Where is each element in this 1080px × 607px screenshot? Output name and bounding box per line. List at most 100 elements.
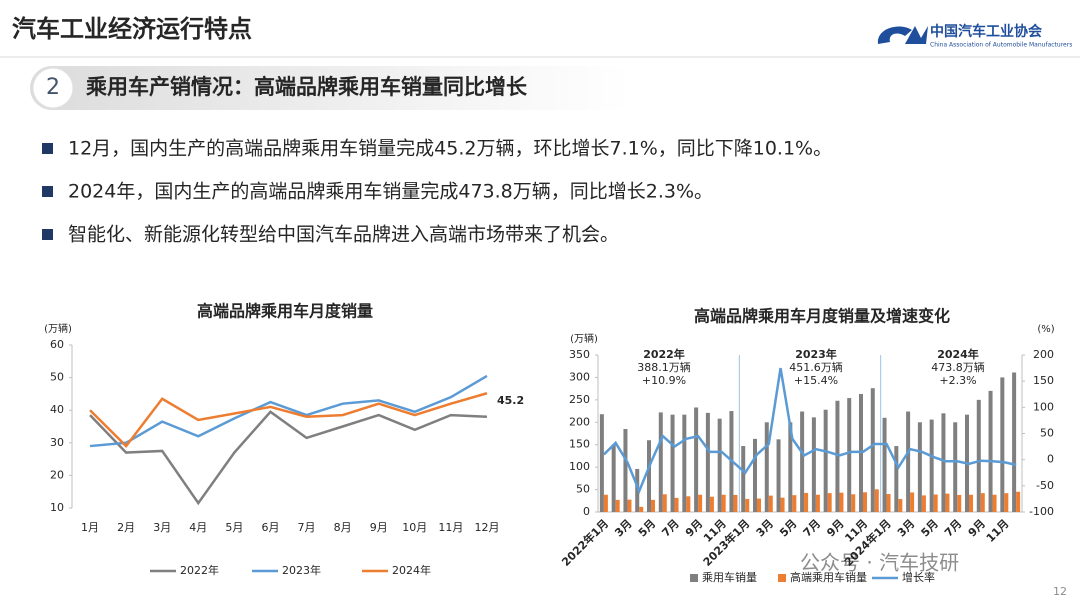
x-tick-label: 7月 (659, 517, 681, 539)
legend-label: 高端乘用车销量 (790, 570, 867, 584)
bar (976, 399, 981, 512)
bar (603, 494, 608, 512)
bar (992, 494, 997, 512)
bar (694, 407, 699, 512)
x-tick-label: 10月 (402, 521, 427, 534)
logo-name: 中国汽车工业协会 (930, 23, 1043, 40)
x-tick-label: 7月 (801, 517, 823, 539)
annotation: 2023年 (795, 347, 837, 361)
y2-tick-label: 150 (1033, 374, 1054, 387)
y-tick-label: 50 (50, 371, 64, 384)
y-tick-label: 150 (569, 438, 590, 451)
y2-axis-label: (%) (1037, 324, 1054, 335)
y-tick-label: 60 (50, 338, 64, 351)
bar (635, 468, 640, 512)
bar (780, 497, 785, 512)
bar (894, 446, 899, 512)
annotation: +10.9% (642, 374, 686, 387)
x-tick-label: 6月 (261, 521, 279, 534)
x-tick-label: 3月 (754, 517, 776, 539)
bar (815, 494, 820, 512)
bar (623, 429, 628, 512)
annotation: 2024年 (937, 347, 979, 361)
annotation: +15.4% (794, 374, 838, 387)
bullet-marker (42, 143, 53, 154)
legend-label: 2024年 (392, 563, 431, 577)
bar (851, 494, 856, 512)
y-tick-label: 100 (569, 460, 590, 473)
bar (752, 438, 757, 512)
x-tick-label: 12月 (474, 521, 499, 534)
bullet-marker (42, 186, 53, 197)
line (89, 410, 488, 506)
bar (599, 414, 604, 512)
x-tick-label: 7月 (942, 517, 964, 539)
x-tick-label: 3月 (895, 517, 917, 539)
annotation: 473.8万辆 (931, 360, 985, 374)
section-badge (32, 67, 74, 109)
bar (804, 492, 809, 512)
bullet: 2024年，国内生产的高端品牌乘用车销量完成473.8万辆，同比增长2.3%。 (68, 181, 713, 203)
y-axis-label: (万辆) (570, 332, 598, 345)
bar (929, 419, 934, 512)
bar (639, 506, 644, 512)
bar (709, 496, 714, 512)
bar (670, 414, 675, 512)
bar (906, 411, 911, 512)
bullet-marker (42, 229, 53, 240)
y-tick-label: 50 (576, 483, 590, 496)
bar (874, 489, 879, 512)
y2-tick-label: 100 (1033, 400, 1054, 413)
annotation: 388.1万辆 (637, 360, 691, 374)
bar (717, 418, 722, 512)
x-tick-label: 11月 (984, 517, 1012, 545)
y2-tick-label: 0 (1047, 453, 1054, 466)
y-tick-label: 20 (50, 468, 64, 481)
bar (733, 494, 738, 512)
legend-label: 2023年 (282, 563, 321, 577)
bar (658, 412, 663, 512)
bar (745, 498, 750, 512)
bar (827, 493, 832, 512)
bar (945, 493, 950, 512)
bar (1016, 491, 1021, 512)
bar (839, 492, 844, 512)
annotation: +2.3% (939, 374, 976, 387)
bar (1000, 377, 1005, 512)
line (89, 374, 488, 448)
legend-swatch (690, 574, 698, 582)
x-tick-label: 11月 (438, 521, 463, 534)
bar (811, 417, 816, 512)
y-tick-label: 30 (50, 436, 64, 449)
bar (847, 398, 852, 512)
header-title: 汽车工业经济运行特点 (12, 15, 252, 43)
bar (800, 411, 805, 512)
x-tick-label: 5月 (225, 521, 243, 534)
y-tick-label: 250 (569, 393, 590, 406)
section-band (30, 66, 630, 110)
bar (721, 494, 726, 512)
bar (863, 492, 868, 512)
x-tick-label: 5月 (919, 517, 941, 539)
bar (823, 409, 828, 512)
bar (1012, 372, 1017, 512)
bar (988, 390, 993, 512)
bar (953, 422, 958, 512)
bar (1004, 493, 1009, 512)
bar (768, 495, 773, 512)
x-tick-label: 9月 (370, 521, 388, 534)
line (89, 392, 488, 448)
annotation: 451.6万辆 (789, 360, 843, 374)
bar (615, 499, 620, 512)
bar (886, 494, 891, 512)
y-tick-label: 350 (569, 348, 590, 361)
section-title: 乘用车产销情况：高端品牌乘用车销量同比增长 (85, 75, 528, 99)
bar (674, 497, 679, 512)
y-tick-label: 300 (569, 370, 590, 383)
logo-english: China Association of Automobile Manufact… (930, 42, 1072, 49)
bar (792, 495, 797, 512)
y-tick-label: 200 (569, 415, 590, 428)
x-tick-label: 3月 (153, 521, 171, 534)
x-tick-label: 2月 (117, 521, 135, 534)
legend-label: 增长率 (902, 570, 935, 584)
